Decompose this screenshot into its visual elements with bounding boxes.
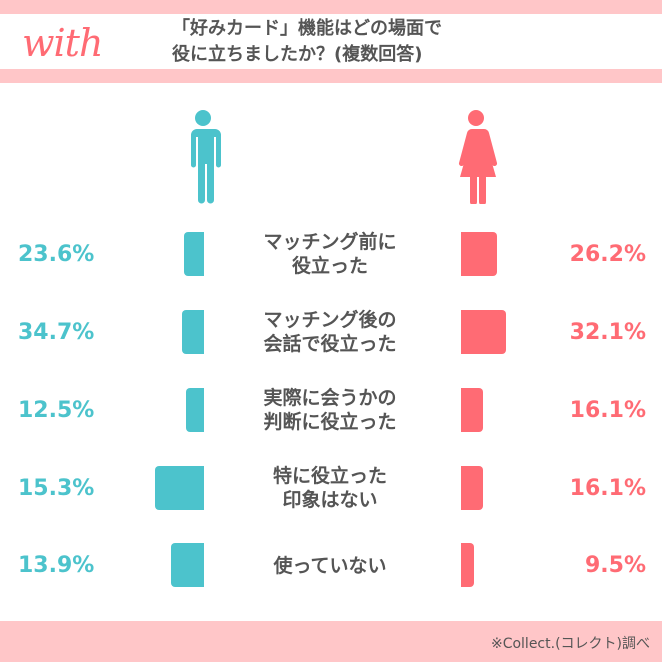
label-line-1: 実際に会うかの: [263, 387, 397, 409]
female-percent: 16.1%: [569, 476, 646, 501]
category-label: マッチング後の 会話で役立った: [220, 308, 440, 356]
label-line-2: 会話で役立った: [263, 333, 397, 355]
title-line-2: 役に立ちましたか？(複数回答): [172, 44, 423, 65]
label-line-2: 判断に役立った: [263, 411, 397, 433]
label-line-1: マッチング前に: [263, 231, 397, 253]
label-line-2: 印象はない: [282, 489, 378, 511]
male-bar: [171, 543, 204, 587]
header-bottom-band: [0, 69, 662, 83]
source-note: ※Collect.(コレクト)調べ: [490, 636, 650, 652]
category-label: 使っていない: [220, 554, 440, 578]
female-percent: 9.5%: [584, 553, 646, 578]
label-line-1: マッチング後の: [263, 309, 397, 331]
male-bar: [184, 232, 204, 276]
chart-row: 13.9% 使っていない 9.5%: [0, 543, 662, 589]
category-label: マッチング前に 役立った: [220, 230, 440, 278]
female-percent: 16.1%: [569, 398, 646, 423]
female-bar: [461, 310, 506, 354]
male-bar: [155, 466, 204, 510]
female-bar: [461, 466, 483, 510]
category-label: 特に役立った 印象はない: [220, 464, 440, 512]
header-top-band: [0, 0, 662, 14]
female-bar: [461, 388, 483, 432]
chart-row: 23.6% マッチング前に 役立った 26.2%: [0, 230, 662, 278]
page-title: 「好みカード」機能はどの場面で 役に立ちましたか？(複数回答): [172, 16, 442, 68]
label-line-1: 使っていない: [273, 555, 387, 577]
chart-row: 15.3% 特に役立った 印象はない 16.1%: [0, 464, 662, 512]
female-percent: 26.2%: [569, 242, 646, 267]
female-figure-icon: [458, 110, 498, 204]
label-line-1: 特に役立った: [272, 465, 387, 487]
male-figure-icon: [191, 110, 221, 204]
female-bar: [461, 232, 497, 276]
category-label: 実際に会うかの 判断に役立った: [220, 386, 440, 434]
female-bar: [461, 543, 474, 587]
male-percent: 23.6%: [18, 242, 95, 267]
chart-row: 12.5% 実際に会うかの 判断に役立った 16.1%: [0, 386, 662, 434]
male-bar: [182, 310, 204, 354]
female-percent: 32.1%: [569, 320, 646, 345]
label-line-2: 役立った: [291, 255, 368, 277]
male-percent: 34.7%: [18, 320, 95, 345]
footer-band: ※Collect.(コレクト)調べ: [0, 621, 662, 662]
male-percent: 15.3%: [18, 476, 95, 501]
chart-row: 34.7% マッチング後の 会話で役立った 32.1%: [0, 308, 662, 356]
male-percent: 12.5%: [18, 398, 95, 423]
male-percent: 13.9%: [18, 553, 95, 578]
male-bar: [186, 388, 204, 432]
with-logo: with: [22, 21, 103, 65]
title-line-1: 「好みカード」機能はどの場面で: [172, 18, 442, 39]
